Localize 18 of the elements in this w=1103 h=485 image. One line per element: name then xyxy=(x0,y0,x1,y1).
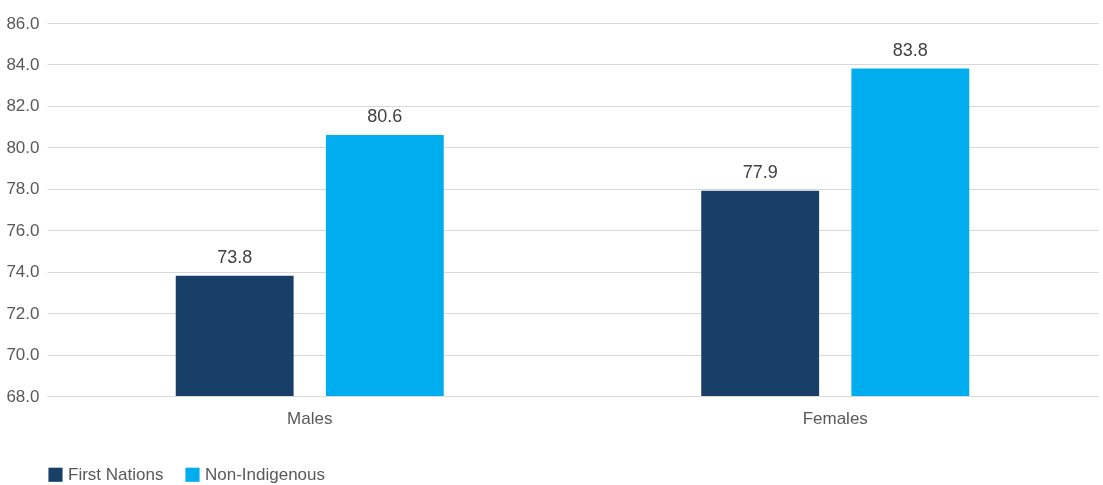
data-label: 80.6 xyxy=(367,105,403,126)
y-tick-label: 74.0 xyxy=(6,262,40,282)
data-label: 77.9 xyxy=(742,161,778,182)
x-tick-label: Males xyxy=(287,408,333,428)
legend-label: Non-Indigenous xyxy=(205,464,326,484)
y-tick-label: 84.0 xyxy=(6,54,40,74)
y-tick-label: 76.0 xyxy=(6,220,40,240)
y-tick-label: 82.0 xyxy=(6,96,40,116)
legend-label: First Nations xyxy=(68,464,164,484)
y-tick-label: 86.0 xyxy=(6,13,40,33)
y-tick-label: 70.0 xyxy=(6,345,40,365)
y-tick-label: 80.0 xyxy=(6,137,40,157)
y-tick-label: 68.0 xyxy=(6,386,40,406)
y-tick-label: 72.0 xyxy=(6,303,40,323)
data-label: 83.8 xyxy=(892,39,928,60)
x-tick-label: Females xyxy=(802,408,868,428)
data-label: 73.8 xyxy=(217,246,253,267)
y-tick-label: 78.0 xyxy=(6,179,40,199)
